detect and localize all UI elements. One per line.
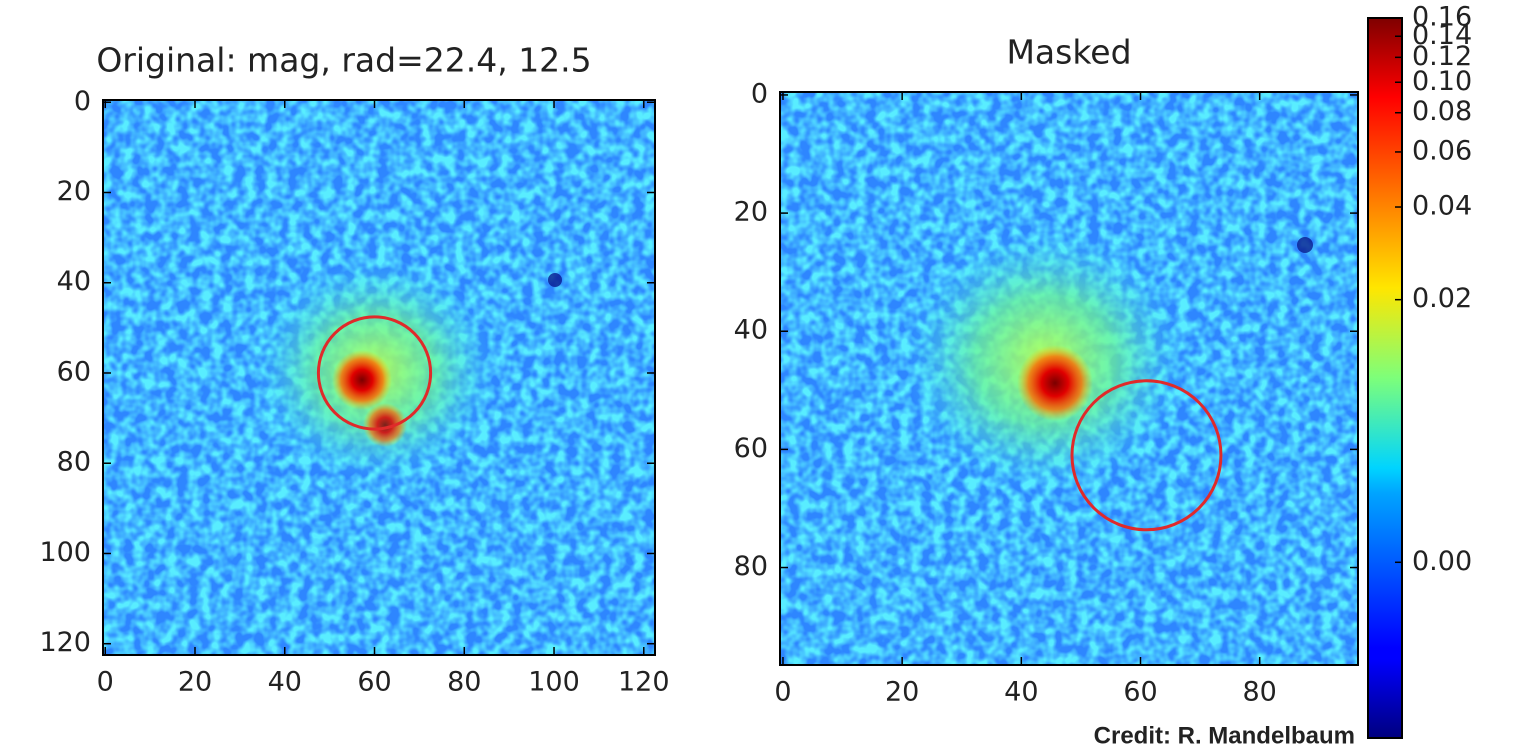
axes-title: Masked (1006, 33, 1131, 72)
colorbar-tick-label: 0.16 (1412, 2, 1472, 33)
aperture-circle (1070, 379, 1223, 532)
x-tick-label: 60 (1123, 677, 1157, 708)
y-tick-label: 80 (734, 551, 768, 582)
y-tick-label: 20 (734, 197, 768, 228)
x-tick-label: 120 (618, 667, 670, 698)
x-tick-label: 40 (1004, 677, 1038, 708)
colorbar-tick-label: 0.02 (1412, 283, 1472, 314)
y-tick-label: 120 (39, 627, 91, 658)
colorbar-tick-label: 0.10 (1412, 66, 1472, 97)
colorbar-tick-label: 0.12 (1412, 41, 1472, 72)
y-tick-label: 60 (734, 433, 768, 464)
x-tick-label: 60 (357, 667, 391, 698)
axes-title: Original: mag, rad=22.4, 12.5 (96, 41, 591, 80)
x-tick-label: 20 (885, 677, 919, 708)
x-tick-label: 100 (528, 667, 580, 698)
y-tick-label: 60 (57, 356, 91, 387)
y-tick-label: 0 (751, 78, 768, 109)
y-tick-label: 0 (74, 86, 91, 117)
colorbar-tick-label: 0.06 (1412, 135, 1472, 166)
y-tick-label: 20 (57, 176, 91, 207)
y-tick-label: 100 (39, 537, 91, 568)
image-left (103, 100, 655, 655)
x-tick-label: 80 (447, 667, 481, 698)
x-tick-label: 0 (97, 667, 114, 698)
axes-frame (779, 91, 1359, 666)
colorbar-tick-label: 0.14 (1412, 20, 1472, 51)
colorbar-tick-label: 0.04 (1412, 191, 1472, 222)
y-tick-label: 40 (57, 266, 91, 297)
aperture-circle (316, 315, 433, 431)
colorbar (1367, 17, 1403, 739)
y-tick-label: 80 (57, 447, 91, 478)
credit: Credit: R. Mandelbaum (1094, 722, 1355, 749)
image-right (780, 92, 1358, 665)
colorbar-tick-label: 0.08 (1412, 96, 1472, 127)
x-tick-label: 20 (178, 667, 212, 698)
colorbar-tick-label: 0.00 (1412, 546, 1472, 577)
x-tick-label: 80 (1243, 677, 1277, 708)
y-tick-label: 40 (734, 315, 768, 346)
x-tick-label: 0 (774, 677, 791, 708)
axes-frame (102, 99, 656, 656)
x-tick-label: 40 (268, 667, 302, 698)
